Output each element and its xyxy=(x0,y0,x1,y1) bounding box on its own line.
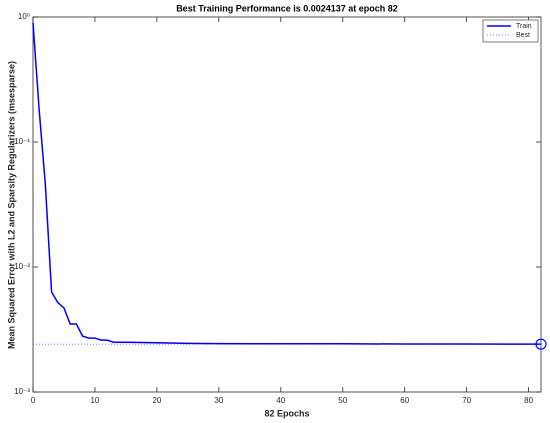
chart-title: Best Training Performance is 0.0024137 a… xyxy=(176,3,398,13)
x-tick-label: 70 xyxy=(462,396,471,405)
x-tick-label: 60 xyxy=(400,396,409,405)
y-tick-label: 10⁻² xyxy=(14,262,30,271)
x-tick-label: 30 xyxy=(214,396,223,405)
legend-label: Best xyxy=(516,32,530,39)
x-axis-label: 82 Epochs xyxy=(264,408,309,418)
x-tick-label: 50 xyxy=(338,396,347,405)
x-tick-label: 40 xyxy=(276,396,285,405)
y-tick-label: 10⁰ xyxy=(18,12,30,21)
x-tick-label: 20 xyxy=(152,396,161,405)
train-line xyxy=(32,22,542,345)
x-tick-label: 10 xyxy=(90,396,99,405)
y-axis-label: Mean Squared Error with L2 and Sparsity … xyxy=(6,61,16,349)
y-tick-label: 10⁻³ xyxy=(14,387,30,396)
y-tick-label: 10⁻¹ xyxy=(14,137,30,146)
best-marker xyxy=(535,338,547,350)
x-tick-label: 80 xyxy=(524,396,533,405)
plot-area xyxy=(32,16,542,393)
x-tick-label: 0 xyxy=(31,396,36,405)
legend-label: Train xyxy=(516,23,532,30)
